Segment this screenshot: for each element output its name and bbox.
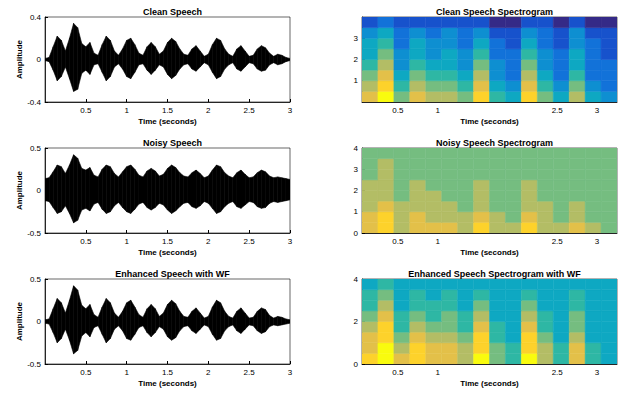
svg-text:1.5: 1.5 bbox=[162, 368, 174, 377]
svg-text:0.5: 0.5 bbox=[80, 368, 92, 377]
svg-text:4: 4 bbox=[354, 144, 359, 153]
svg-text:Time (seconds): Time (seconds) bbox=[460, 379, 519, 388]
svg-text:1.5: 1.5 bbox=[162, 106, 174, 115]
svg-text:-0.5: -0.5 bbox=[27, 360, 41, 369]
svg-text:Time (seconds): Time (seconds) bbox=[460, 248, 519, 257]
svg-text:2: 2 bbox=[354, 55, 359, 64]
svg-text:3: 3 bbox=[354, 165, 359, 174]
svg-text:Amplitude: Amplitude bbox=[15, 39, 24, 79]
svg-text:3: 3 bbox=[288, 237, 293, 246]
svg-text:3: 3 bbox=[288, 368, 293, 377]
svg-text:2.5: 2.5 bbox=[552, 368, 564, 377]
svg-text:2: 2 bbox=[206, 368, 211, 377]
svg-text:2.5: 2.5 bbox=[552, 106, 564, 115]
svg-text:0.4: 0.4 bbox=[30, 13, 42, 22]
svg-text:Time (seconds): Time (seconds) bbox=[138, 379, 197, 388]
svg-text:Clean Speech: Clean Speech bbox=[143, 7, 202, 17]
svg-text:Noisy Speech: Noisy Speech bbox=[143, 138, 202, 148]
svg-text:0: 0 bbox=[37, 55, 42, 64]
svg-text:1: 1 bbox=[124, 106, 129, 115]
svg-text:Time (seconds): Time (seconds) bbox=[460, 117, 519, 126]
svg-text:Amplitude: Amplitude bbox=[15, 170, 24, 210]
svg-text:4: 4 bbox=[354, 275, 359, 284]
svg-text:2.5: 2.5 bbox=[244, 237, 256, 246]
svg-text:1: 1 bbox=[354, 207, 359, 216]
svg-text:2.5: 2.5 bbox=[244, 106, 256, 115]
svg-text:Enhanced Speech Spectrogram wi: Enhanced Speech Spectrogram with WF bbox=[408, 269, 581, 279]
svg-text:Time (seconds): Time (seconds) bbox=[138, 117, 197, 126]
svg-text:3: 3 bbox=[288, 106, 293, 115]
svg-text:2: 2 bbox=[206, 106, 211, 115]
svg-text:1: 1 bbox=[124, 368, 129, 377]
svg-text:0: 0 bbox=[354, 229, 359, 238]
svg-text:Noisy Speech Spectrogram: Noisy Speech Spectrogram bbox=[436, 138, 553, 148]
svg-text:2: 2 bbox=[354, 186, 359, 195]
svg-text:Time (seconds): Time (seconds) bbox=[138, 248, 197, 257]
svg-text:2: 2 bbox=[354, 317, 359, 326]
svg-text:2.5: 2.5 bbox=[552, 237, 564, 246]
svg-text:2.5: 2.5 bbox=[244, 368, 256, 377]
svg-text:-0.4: -0.4 bbox=[27, 98, 41, 107]
svg-text:-0.5: -0.5 bbox=[27, 229, 41, 238]
svg-text:0: 0 bbox=[354, 360, 359, 369]
svg-text:0.5: 0.5 bbox=[80, 237, 92, 246]
svg-text:3: 3 bbox=[595, 237, 600, 246]
svg-text:3: 3 bbox=[354, 34, 359, 43]
svg-text:1: 1 bbox=[435, 106, 440, 115]
svg-text:1: 1 bbox=[124, 237, 129, 246]
svg-text:1: 1 bbox=[435, 237, 440, 246]
svg-text:Amplitude: Amplitude bbox=[15, 301, 24, 341]
svg-text:0.5: 0.5 bbox=[80, 106, 92, 115]
svg-text:3: 3 bbox=[595, 368, 600, 377]
svg-text:0.5: 0.5 bbox=[392, 106, 404, 115]
svg-text:2: 2 bbox=[206, 237, 211, 246]
svg-text:0: 0 bbox=[37, 186, 42, 195]
svg-text:0: 0 bbox=[37, 317, 42, 326]
svg-text:0.5: 0.5 bbox=[30, 144, 42, 153]
svg-text:0.5: 0.5 bbox=[30, 275, 42, 284]
svg-text:Clean Speech Spectrogram: Clean Speech Spectrogram bbox=[436, 7, 553, 17]
svg-text:0.5: 0.5 bbox=[392, 237, 404, 246]
svg-text:1: 1 bbox=[354, 76, 359, 85]
svg-text:1.5: 1.5 bbox=[162, 237, 174, 246]
svg-text:3: 3 bbox=[595, 106, 600, 115]
svg-text:1: 1 bbox=[435, 368, 440, 377]
svg-text:Enhanced Speech with WF: Enhanced Speech with WF bbox=[115, 269, 230, 279]
svg-text:0.5: 0.5 bbox=[392, 368, 404, 377]
